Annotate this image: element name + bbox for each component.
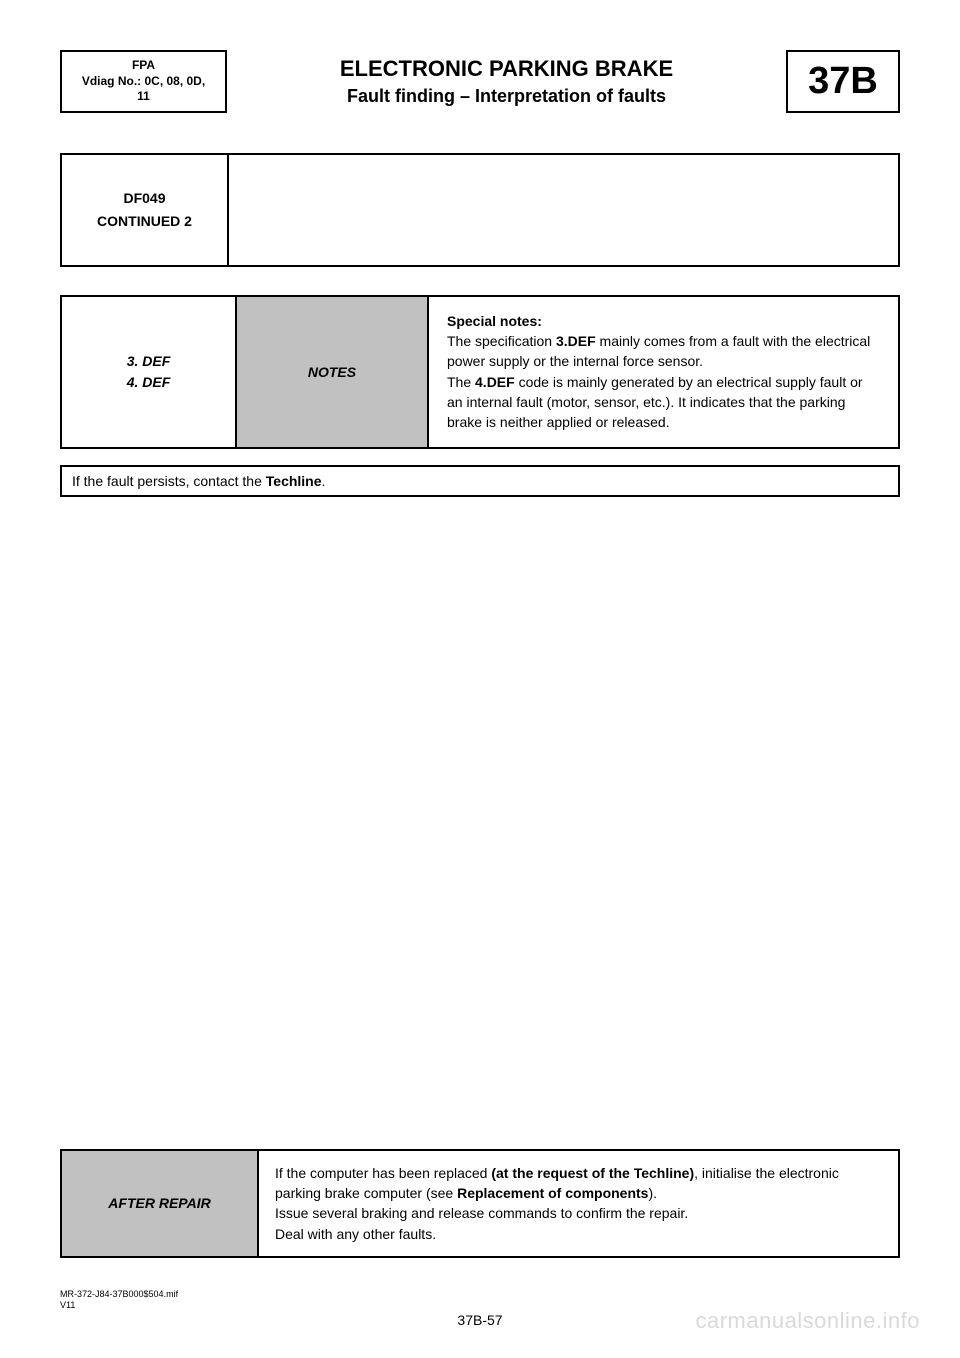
notes-label: NOTES	[308, 364, 356, 380]
notes-col-text: Special notes: The specification 3.DEF m…	[429, 297, 898, 447]
after-repair-label: AFTER REPAIR	[108, 1195, 210, 1211]
df-box-left: DF049 CONTINUED 2	[62, 155, 229, 265]
page-subtitle: Fault finding – Interpretation of faults	[239, 86, 774, 107]
special-notes-title: Special notes:	[447, 311, 880, 331]
after-repair-text: If the computer has been replaced (at th…	[259, 1151, 898, 1256]
header-row: FPA Vdiag No.: 0C, 08, 0D, 11 ELECTRONIC…	[60, 50, 900, 113]
df-box: DF049 CONTINUED 2	[60, 153, 900, 267]
special-notes-p1: The specification 3.DEF mainly comes fro…	[447, 331, 880, 372]
persist-box: If the fault persists, contact the Techl…	[60, 465, 900, 497]
header-left-box: FPA Vdiag No.: 0C, 08, 0D, 11	[60, 50, 227, 113]
after-repair-line3: Deal with any other faults.	[275, 1224, 882, 1244]
persist-a: If the fault persists, contact the	[72, 473, 266, 489]
footer-ref1: MR-372-J84-37B000$504.mif	[60, 1289, 178, 1301]
ar-l1e: ).	[648, 1185, 657, 1201]
def-line2: 4. DEF	[127, 372, 171, 393]
header-code-box: 37B	[786, 50, 900, 113]
footer-ref: MR-372-J84-37B000$504.mif V11	[60, 1289, 178, 1312]
notes-col-label: NOTES	[235, 297, 429, 447]
df-continued: CONTINUED 2	[97, 210, 192, 232]
special-notes-p2: The 4.DEF code is mainly generated by an…	[447, 372, 880, 433]
after-repair-line1: If the computer has been replaced (at th…	[275, 1163, 882, 1204]
watermark: carmanualsonline.info	[695, 1308, 920, 1334]
df-box-right	[229, 155, 898, 265]
after-repair-box: AFTER REPAIR If the computer has been re…	[60, 1149, 900, 1258]
ar-l1b: (at the request of the Techline)	[491, 1165, 694, 1181]
header-left-line2: Vdiag No.: 0C, 08, 0D,	[82, 74, 205, 90]
df-code: DF049	[123, 187, 165, 209]
footer-ref2: V11	[60, 1300, 178, 1312]
p1b: 3.DEF	[556, 333, 596, 349]
persist-b: Techline	[266, 473, 322, 489]
page-title: ELECTRONIC PARKING BRAKE	[239, 56, 774, 82]
page: FPA Vdiag No.: 0C, 08, 0D, 11 ELECTRONIC…	[0, 0, 960, 1358]
p2b: 4.DEF	[475, 374, 515, 390]
ar-l1d: Replacement of components	[457, 1185, 648, 1201]
header-code: 37B	[808, 60, 878, 103]
notes-table: 3. DEF 4. DEF NOTES Special notes: The s…	[60, 295, 900, 449]
def-line1: 3. DEF	[127, 351, 171, 372]
notes-col-def: 3. DEF 4. DEF	[62, 297, 235, 447]
p1a: The specification	[447, 333, 556, 349]
header-left-line1: FPA	[132, 58, 155, 74]
ar-l1a: If the computer has been replaced	[275, 1165, 491, 1181]
persist-c: .	[322, 473, 326, 489]
header-center: ELECTRONIC PARKING BRAKE Fault finding –…	[239, 50, 774, 113]
header-left-line3: 11	[137, 89, 150, 105]
after-repair-label-cell: AFTER REPAIR	[62, 1151, 259, 1256]
p2a: The	[447, 374, 475, 390]
after-repair-line2: Issue several braking and release comman…	[275, 1203, 882, 1223]
